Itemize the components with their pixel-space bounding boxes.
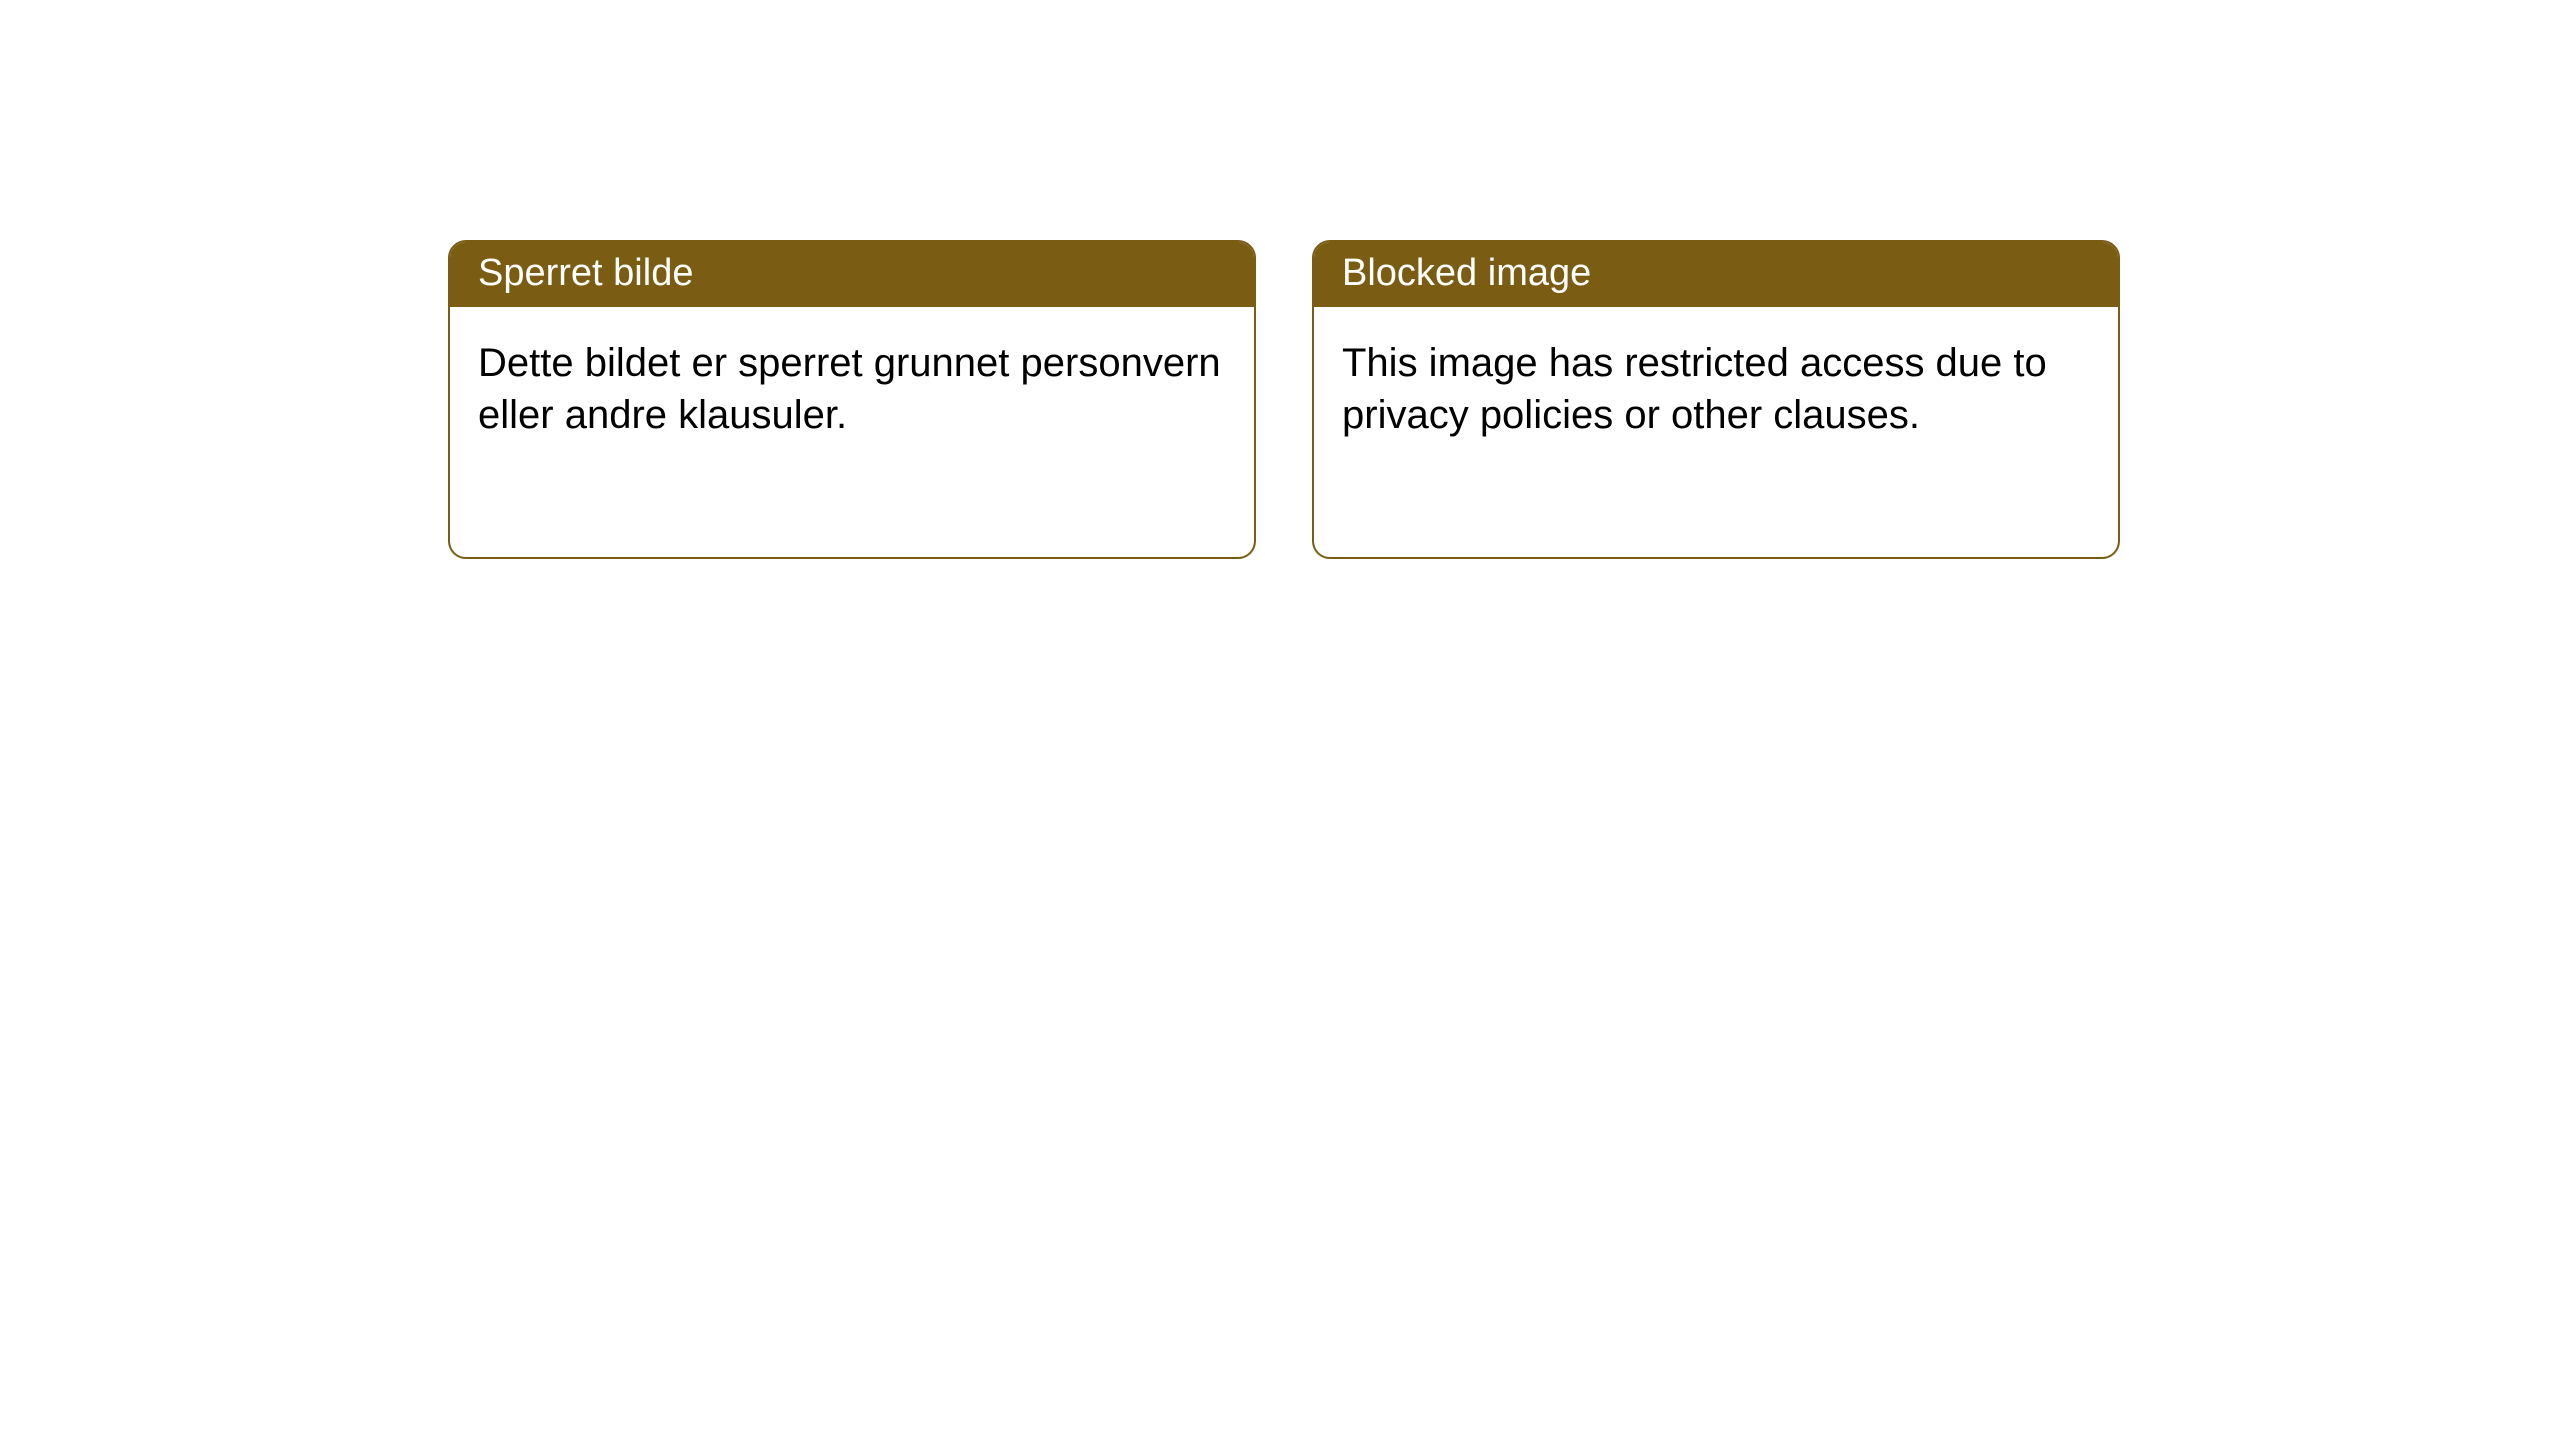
- notice-card-english: Blocked image This image has restricted …: [1312, 240, 2120, 559]
- notice-container: Sperret bilde Dette bildet er sperret gr…: [0, 0, 2560, 559]
- notice-header: Blocked image: [1314, 242, 2118, 307]
- notice-body: This image has restricted access due to …: [1314, 307, 2118, 557]
- notice-body: Dette bildet er sperret grunnet personve…: [450, 307, 1254, 557]
- notice-header: Sperret bilde: [450, 242, 1254, 307]
- notice-card-norwegian: Sperret bilde Dette bildet er sperret gr…: [448, 240, 1256, 559]
